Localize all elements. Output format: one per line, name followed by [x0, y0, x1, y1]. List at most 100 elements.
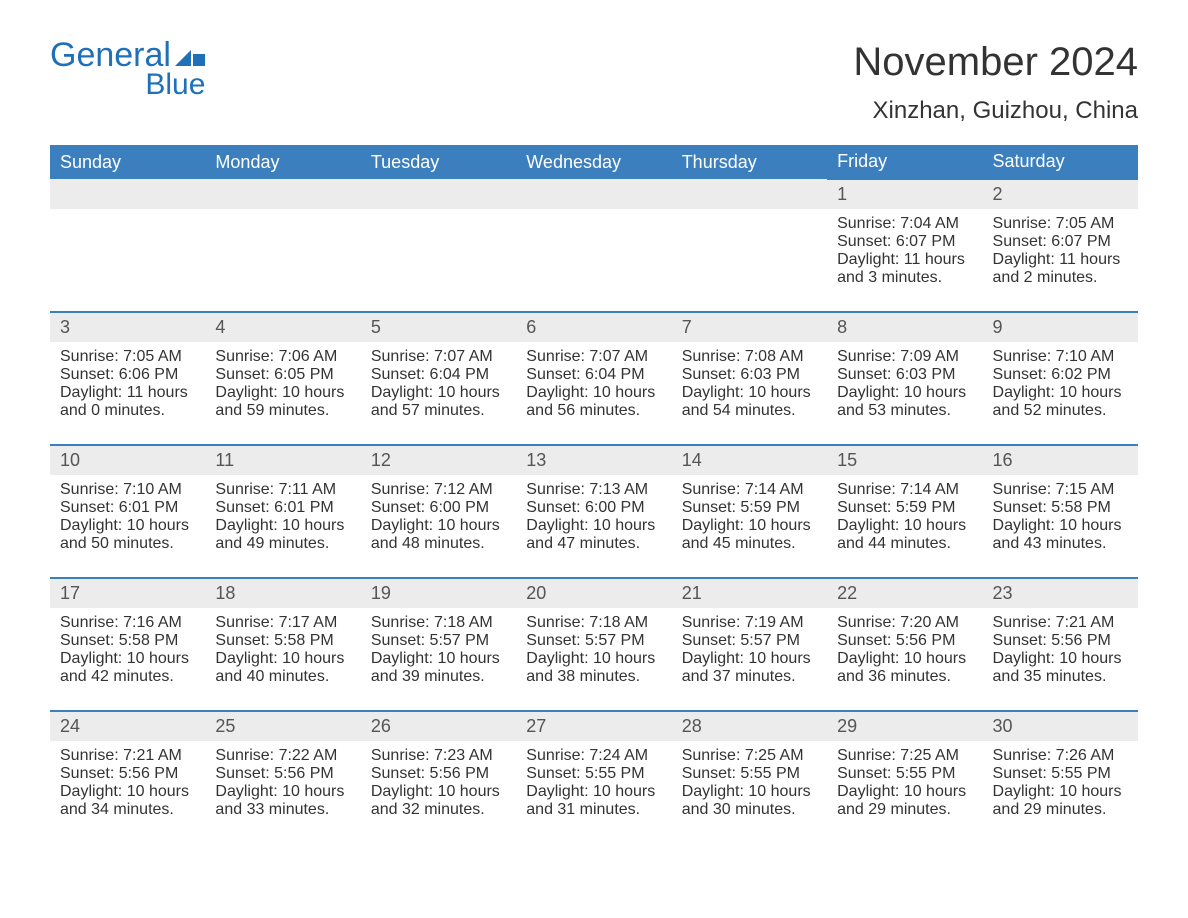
dl2-text: and 44 minutes. — [837, 535, 972, 553]
day-number: 8 — [827, 312, 982, 342]
day-number: 9 — [983, 312, 1138, 342]
day-number: 27 — [516, 711, 671, 741]
location: Xinzhan, Guizhou, China — [853, 97, 1138, 125]
dl2-text: and 35 minutes. — [993, 668, 1128, 686]
dl2-text: and 37 minutes. — [682, 668, 817, 686]
day-number: 16 — [983, 445, 1138, 475]
sunrise-text: Sunrise: 7:23 AM — [371, 747, 506, 765]
day-number — [516, 179, 671, 209]
sunrise-text: Sunrise: 7:13 AM — [526, 481, 661, 499]
dl2-text: and 59 minutes. — [215, 402, 350, 420]
day-number — [361, 179, 516, 209]
day-detail-cell: Sunrise: 7:21 AMSunset: 5:56 PMDaylight:… — [50, 741, 205, 843]
sunrise-text: Sunrise: 7:14 AM — [837, 481, 972, 499]
sunrise-text: Sunrise: 7:14 AM — [682, 481, 817, 499]
weekday-header: Monday — [205, 145, 360, 179]
sunset-text: Sunset: 5:56 PM — [993, 632, 1128, 650]
day-number: 20 — [516, 578, 671, 608]
sunset-text: Sunset: 6:00 PM — [371, 499, 506, 517]
day-details-row: Sunrise: 7:16 AMSunset: 5:58 PMDaylight:… — [50, 608, 1138, 711]
sunset-text: Sunset: 5:55 PM — [837, 765, 972, 783]
sunrise-text: Sunrise: 7:10 AM — [993, 348, 1128, 366]
dl1-text: Daylight: 10 hours — [682, 783, 817, 801]
sunrise-text: Sunrise: 7:21 AM — [60, 747, 195, 765]
dl1-text: Daylight: 10 hours — [526, 384, 661, 402]
day-detail-cell: Sunrise: 7:24 AMSunset: 5:55 PMDaylight:… — [516, 741, 671, 843]
dl2-text: and 57 minutes. — [371, 402, 506, 420]
dl1-text: Daylight: 10 hours — [215, 783, 350, 801]
dl1-text: Daylight: 11 hours — [837, 251, 972, 269]
dl2-text: and 33 minutes. — [215, 801, 350, 819]
day-number-row: 17181920212223 — [50, 578, 1138, 608]
dl1-text: Daylight: 10 hours — [60, 650, 195, 668]
title-block: November 2024 Xinzhan, Guizhou, China — [853, 40, 1138, 125]
sunrise-text: Sunrise: 7:08 AM — [682, 348, 817, 366]
dl2-text: and 34 minutes. — [60, 801, 195, 819]
day-detail-cell: Sunrise: 7:25 AMSunset: 5:55 PMDaylight:… — [672, 741, 827, 843]
dl2-text: and 47 minutes. — [526, 535, 661, 553]
day-number: 14 — [672, 445, 827, 475]
dl1-text: Daylight: 10 hours — [60, 783, 195, 801]
day-detail-cell — [50, 209, 205, 312]
day-detail-cell: Sunrise: 7:14 AMSunset: 5:59 PMDaylight:… — [827, 475, 982, 578]
sunrise-text: Sunrise: 7:21 AM — [993, 614, 1128, 632]
day-detail-cell: Sunrise: 7:23 AMSunset: 5:56 PMDaylight:… — [361, 741, 516, 843]
dl1-text: Daylight: 10 hours — [371, 517, 506, 535]
sunrise-text: Sunrise: 7:18 AM — [371, 614, 506, 632]
day-detail-cell: Sunrise: 7:20 AMSunset: 5:56 PMDaylight:… — [827, 608, 982, 711]
sunset-text: Sunset: 5:57 PM — [371, 632, 506, 650]
dl1-text: Daylight: 10 hours — [60, 517, 195, 535]
dl1-text: Daylight: 10 hours — [993, 384, 1128, 402]
dl2-text: and 56 minutes. — [526, 402, 661, 420]
dl1-text: Daylight: 11 hours — [60, 384, 195, 402]
day-number: 19 — [361, 578, 516, 608]
sunset-text: Sunset: 6:00 PM — [526, 499, 661, 517]
dl2-text: and 39 minutes. — [371, 668, 506, 686]
day-number: 17 — [50, 578, 205, 608]
weekday-header: Saturday — [983, 145, 1138, 179]
sunset-text: Sunset: 6:05 PM — [215, 366, 350, 384]
day-detail-cell: Sunrise: 7:13 AMSunset: 6:00 PMDaylight:… — [516, 475, 671, 578]
dl1-text: Daylight: 10 hours — [526, 517, 661, 535]
day-number-row: 3456789 — [50, 312, 1138, 342]
sunset-text: Sunset: 6:02 PM — [993, 366, 1128, 384]
day-number: 12 — [361, 445, 516, 475]
sunrise-text: Sunrise: 7:26 AM — [993, 747, 1128, 765]
dl1-text: Daylight: 10 hours — [371, 384, 506, 402]
weekday-header: Friday — [827, 145, 982, 179]
day-number: 15 — [827, 445, 982, 475]
day-number — [672, 179, 827, 209]
day-detail-cell: Sunrise: 7:05 AMSunset: 6:06 PMDaylight:… — [50, 342, 205, 445]
dl2-text: and 49 minutes. — [215, 535, 350, 553]
day-detail-cell: Sunrise: 7:07 AMSunset: 6:04 PMDaylight:… — [516, 342, 671, 445]
day-detail-cell: Sunrise: 7:15 AMSunset: 5:58 PMDaylight:… — [983, 475, 1138, 578]
day-details-row: Sunrise: 7:21 AMSunset: 5:56 PMDaylight:… — [50, 741, 1138, 843]
day-detail-cell: Sunrise: 7:14 AMSunset: 5:59 PMDaylight:… — [672, 475, 827, 578]
day-detail-cell: Sunrise: 7:19 AMSunset: 5:57 PMDaylight:… — [672, 608, 827, 711]
dl1-text: Daylight: 10 hours — [215, 384, 350, 402]
dl1-text: Daylight: 10 hours — [215, 517, 350, 535]
day-detail-cell: Sunrise: 7:12 AMSunset: 6:00 PMDaylight:… — [361, 475, 516, 578]
weekday-header-row: Sunday Monday Tuesday Wednesday Thursday… — [50, 145, 1138, 179]
day-detail-cell — [516, 209, 671, 312]
sunrise-text: Sunrise: 7:11 AM — [215, 481, 350, 499]
dl1-text: Daylight: 10 hours — [837, 384, 972, 402]
sunrise-text: Sunrise: 7:04 AM — [837, 215, 972, 233]
sunset-text: Sunset: 6:03 PM — [682, 366, 817, 384]
day-number-row: 24252627282930 — [50, 711, 1138, 741]
dl2-text: and 54 minutes. — [682, 402, 817, 420]
day-details-row: Sunrise: 7:04 AMSunset: 6:07 PMDaylight:… — [50, 209, 1138, 312]
day-number: 29 — [827, 711, 982, 741]
day-detail-cell: Sunrise: 7:08 AMSunset: 6:03 PMDaylight:… — [672, 342, 827, 445]
day-detail-cell: Sunrise: 7:17 AMSunset: 5:58 PMDaylight:… — [205, 608, 360, 711]
day-detail-cell: Sunrise: 7:21 AMSunset: 5:56 PMDaylight:… — [983, 608, 1138, 711]
sunset-text: Sunset: 5:58 PM — [993, 499, 1128, 517]
sunset-text: Sunset: 5:58 PM — [60, 632, 195, 650]
sunrise-text: Sunrise: 7:10 AM — [60, 481, 195, 499]
dl2-text: and 3 minutes. — [837, 269, 972, 287]
calendar-table: Sunday Monday Tuesday Wednesday Thursday… — [50, 145, 1138, 843]
logo-blue: Blue — [50, 71, 205, 98]
day-number: 11 — [205, 445, 360, 475]
dl1-text: Daylight: 10 hours — [837, 650, 972, 668]
day-detail-cell: Sunrise: 7:10 AMSunset: 6:02 PMDaylight:… — [983, 342, 1138, 445]
